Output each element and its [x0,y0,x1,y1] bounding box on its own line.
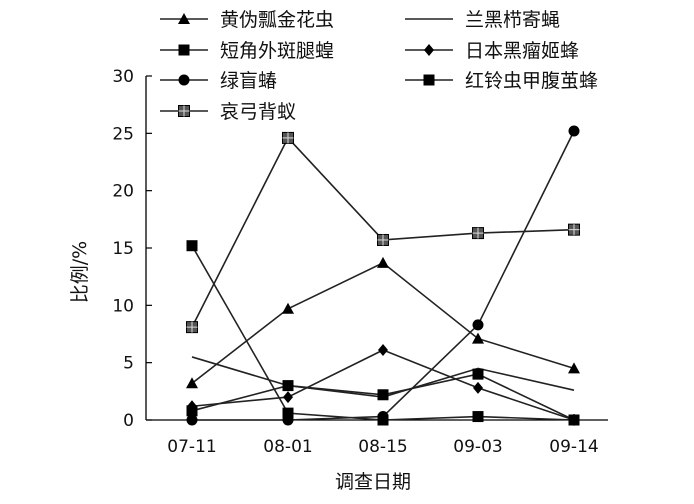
data-point [568,223,580,236]
legend-item: 绿盲蝽 [160,70,277,92]
y-tick-label: 10 [112,296,134,316]
series-line [191,136,575,328]
data-point [186,377,198,389]
y-tick-label: 25 [112,124,134,144]
series-line [191,349,575,421]
legend-item: 哀弓背蚁 [160,101,296,123]
series-6 [186,240,580,426]
data-point [186,414,198,426]
data-point [568,362,580,374]
legend-item: 红铃虫甲腹茧蜂 [405,70,598,92]
y-tick-label: 30 [112,67,134,87]
data-point [282,302,294,314]
y-tick-label: 20 [112,182,134,202]
data-point [186,321,198,334]
data-point [377,256,389,268]
legend-label: 短角外斑腿蝗 [220,40,334,62]
series-line [191,261,575,384]
legend-item: 日本黑瘤姬蜂 [405,40,579,62]
data-point [187,400,197,413]
legend-label: 红铃虫甲腹茧蜂 [465,70,598,92]
legend-label: 兰黑栉寄蝇 [465,9,560,31]
legend-label: 黄伪瓢金花虫 [220,9,334,31]
x-tick-label: 09-03 [453,437,502,457]
data-point [377,389,389,401]
series-7 [186,131,580,334]
legend-label: 日本黑瘤姬蜂 [465,40,579,62]
data-point [282,380,294,392]
legend-marker [178,74,190,86]
y-tick-label: 15 [112,239,134,259]
y-axis-label: 比例/% [69,241,91,303]
data-point [472,332,484,344]
legend-marker [178,44,190,56]
legend-item: 短角外斑腿蝗 [160,40,334,62]
legend-marker [178,105,190,117]
x-tick-label: 07-11 [167,437,216,457]
x-axis-label: 调查日期 [335,471,411,493]
data-point [472,411,484,423]
axes: 0 5 10 15 20 25 30 07-11 08-01 08-15 09-03 09-14 [112,67,608,457]
data-point [473,381,483,394]
data-point [568,125,580,137]
x-tick-label: 08-15 [358,437,407,457]
legend-item: 兰黑栉寄蝇 [405,9,560,31]
series-lines [186,125,580,426]
legend-marker [423,74,435,86]
data-point [472,368,484,380]
data-point [568,414,580,426]
legend-marker [424,44,434,56]
data-point [377,414,389,426]
data-point [472,227,484,240]
data-point [472,319,484,331]
data-point [186,240,198,252]
y-tick-label: 5 [123,354,134,374]
data-point [283,391,293,404]
series-1 [186,256,580,389]
data-point [282,131,294,144]
x-tick-label: 08-01 [263,437,312,457]
series-5 [186,125,580,426]
y-tick-label: 0 [123,411,134,431]
legend-marker [178,13,190,24]
legend-label: 哀弓背蚁 [220,101,296,123]
data-point [282,407,294,419]
x-tick-label: 09-14 [549,437,598,457]
data-point [377,233,389,246]
legend-label: 绿盲蝽 [220,70,277,92]
data-point [378,344,388,357]
legend-item: 黄伪瓢金花虫 [160,9,334,31]
